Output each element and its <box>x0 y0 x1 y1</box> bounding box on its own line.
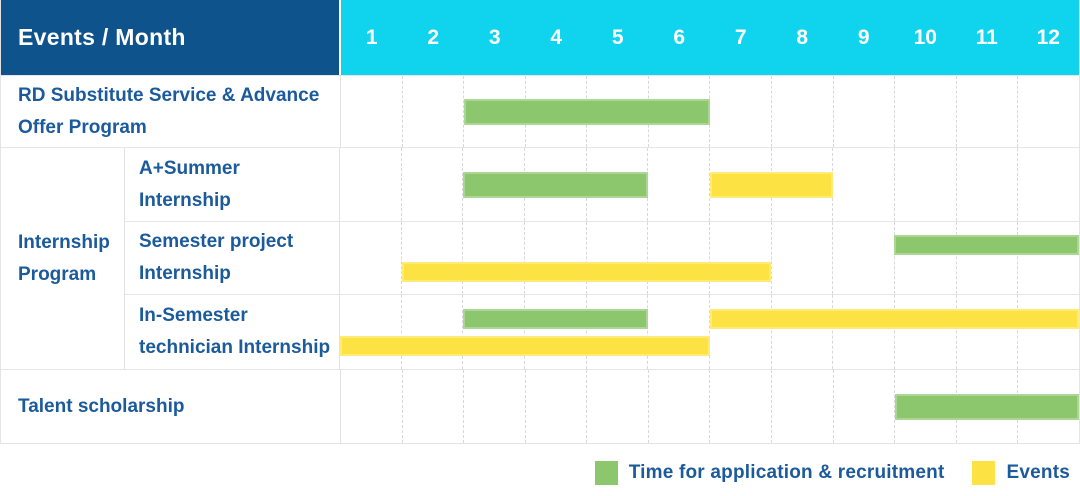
table-row: Talent scholarship <box>1 369 1079 443</box>
month-header-1: 1 <box>365 25 378 49</box>
application-color-swatch <box>594 461 618 485</box>
row-label-rd-substitute-service: RD Substitute Service & Advance Offer Pr… <box>1 76 341 147</box>
bar-line <box>340 261 1079 282</box>
month-header-11: 11 <box>975 25 998 49</box>
bar-line <box>340 171 1079 198</box>
month-header-12: 12 <box>1036 25 1060 49</box>
chart-row-in-semester-technician-internship <box>340 295 1079 369</box>
grid-column <box>462 295 524 369</box>
table-row: RD Substitute Service & Advance Offer Pr… <box>1 75 1079 147</box>
application-bar <box>464 98 710 125</box>
grid-column <box>709 295 771 369</box>
application-bar <box>894 393 1079 420</box>
month-header-5: 5 <box>611 25 624 49</box>
month-header-3: 3 <box>488 25 501 49</box>
table-row: Semester project Internship <box>125 221 1079 294</box>
grid-column <box>770 222 833 294</box>
chart-legend: Time for application & recruitment Event… <box>0 444 1080 496</box>
grid-column <box>832 222 894 294</box>
legend-label-events: Events <box>1006 462 1070 483</box>
event-bar <box>709 171 833 198</box>
bar-line <box>340 234 1079 255</box>
row-label-a-plus-summer-internship: A+Summer Internship <box>125 148 340 221</box>
row-label-semester-project-internship: Semester project Internship <box>125 222 340 294</box>
internship-program-subrows: A+Summer Internship Semester project Int… <box>125 148 1079 369</box>
application-bar <box>463 171 648 198</box>
table-row: In-Semester technician Internship <box>125 294 1079 369</box>
bar-line <box>341 393 1079 420</box>
grid-column <box>400 295 463 369</box>
grid-column <box>647 222 709 294</box>
month-header-10: 10 <box>913 25 937 49</box>
grid-column <box>400 222 463 294</box>
grid-column <box>524 222 586 294</box>
grid-column <box>585 295 648 369</box>
month-gridlines <box>340 295 1079 369</box>
grid-column <box>955 295 1018 369</box>
application-bar <box>894 234 1079 255</box>
chart-row-semester-project-internship <box>340 222 1079 294</box>
internship-program-group: Internship Program A+Summer Internship S… <box>1 147 1079 369</box>
grid-column <box>340 222 401 294</box>
month-header-strip: 1 2 3 4 5 6 7 8 9 10 11 12 <box>341 0 1079 75</box>
row-label-in-semester-technician-internship: In-Semester technician Internship <box>125 295 340 369</box>
application-bar <box>463 308 648 329</box>
chart-row-rd-substitute-service <box>341 76 1079 147</box>
events-month-header-cell: Events / Month <box>1 0 341 75</box>
bar-line <box>341 98 1079 125</box>
grid-column <box>647 295 709 369</box>
grid-column <box>894 222 956 294</box>
grid-column <box>585 222 648 294</box>
bar-line <box>340 335 1079 356</box>
bar-line <box>340 308 1079 329</box>
grid-column <box>340 295 401 369</box>
legend-item-events: Events <box>972 461 1070 485</box>
grid-column <box>770 295 833 369</box>
grid-column <box>832 295 894 369</box>
events-month-table: Events / Month 1 2 3 4 5 6 7 8 9 10 11 12 RD Substi… <box>0 0 1080 444</box>
month-header-6: 6 <box>673 25 686 49</box>
grid-column <box>1017 295 1079 369</box>
month-header-7: 7 <box>734 25 747 49</box>
legend-item-application: Time for application & recruitment <box>594 461 945 485</box>
chart-row-talent-scholarship <box>341 370 1079 443</box>
month-header-8: 8 <box>796 25 809 49</box>
event-bar <box>709 308 1079 329</box>
month-gridlines <box>340 222 1079 294</box>
events-color-swatch <box>972 461 996 485</box>
grid-column <box>462 222 524 294</box>
month-header-4: 4 <box>550 25 563 49</box>
grid-column <box>1017 222 1079 294</box>
month-header-9: 9 <box>857 25 870 49</box>
grid-column <box>709 222 771 294</box>
chart-row-a-plus-summer-internship <box>340 148 1079 221</box>
grid-column <box>524 295 586 369</box>
legend-label-application: Time for application & recruitment <box>628 462 945 483</box>
table-header-row: Events / Month 1 2 3 4 5 6 7 8 9 10 11 12 <box>1 0 1079 75</box>
table-row: A+Summer Internship <box>125 148 1079 221</box>
event-bar <box>401 261 772 282</box>
month-header-2: 2 <box>427 25 440 49</box>
group-label-internship-program: Internship Program <box>1 148 125 369</box>
grid-column <box>894 295 956 369</box>
grid-column <box>955 222 1018 294</box>
row-label-talent-scholarship: Talent scholarship <box>1 370 341 443</box>
event-bar <box>340 335 710 356</box>
